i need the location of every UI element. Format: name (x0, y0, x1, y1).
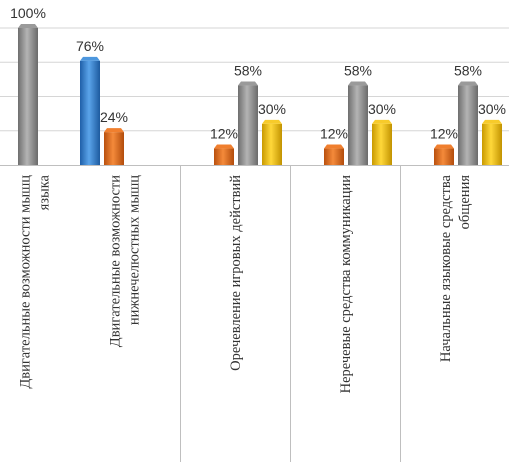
data-label: 58% (234, 63, 262, 79)
bar (458, 81, 478, 165)
category-label: общения (457, 175, 473, 230)
category-label: Начальные языковые средства (438, 174, 454, 362)
data-label: 24% (100, 109, 128, 125)
data-label: 58% (454, 63, 482, 79)
bar (104, 128, 124, 165)
bar (18, 24, 38, 165)
data-label: 30% (368, 101, 396, 117)
bar (238, 81, 258, 165)
bar (324, 144, 344, 165)
data-labels: 100% 76% 24% 12% 58% 30% 12% 58% 30% 12% 58% 30% (10, 5, 506, 142)
data-label: 58% (344, 63, 372, 79)
category-label: нижнечелюстных мышц (127, 175, 143, 325)
data-label: 12% (430, 126, 458, 142)
bar (80, 56, 100, 165)
bar (372, 119, 392, 165)
bar (214, 144, 234, 165)
data-label: 12% (320, 126, 348, 142)
bar (482, 119, 502, 165)
data-label: 100% (10, 5, 46, 21)
data-label: 12% (210, 126, 238, 142)
bar (262, 119, 282, 165)
category-label: языка (37, 174, 53, 210)
category-label: Оречевление игровых действий (228, 175, 244, 371)
bars (18, 24, 502, 165)
data-label: 76% (76, 38, 104, 54)
data-label: 30% (478, 101, 506, 117)
category-labels: Двигательные возможности мышц языка Двигат… (18, 174, 474, 393)
data-label: 30% (258, 101, 286, 117)
category-label: Двигательные возможности (108, 175, 124, 347)
bar (434, 144, 454, 165)
category-label: Двигательные возможности мышц (18, 175, 34, 389)
bar (348, 81, 368, 165)
category-label: Неречевые средства коммуникации (338, 175, 354, 394)
